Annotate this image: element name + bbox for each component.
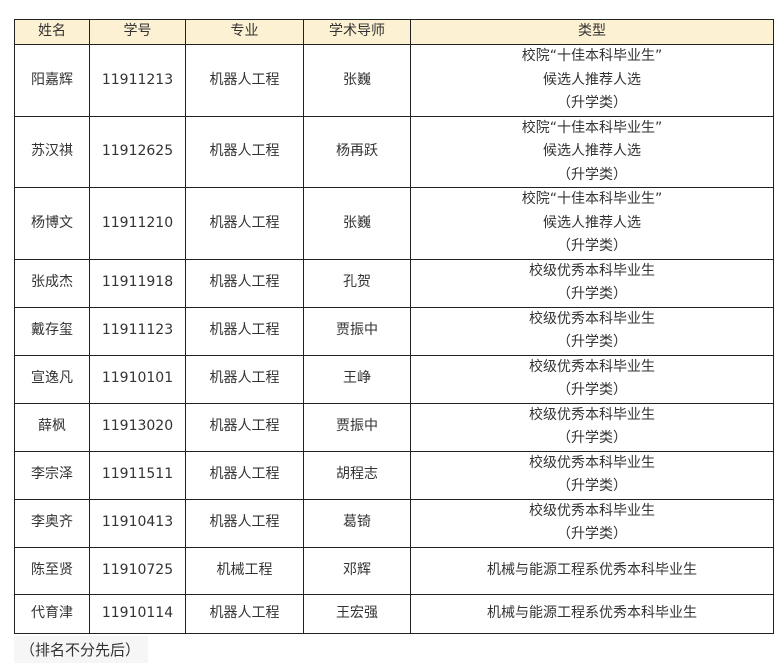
student-id-cell: 11910413	[89, 498, 186, 548]
type-line: 校院“十佳本科毕业生”	[521, 48, 663, 64]
type-line: 候选人推荐人选	[543, 71, 641, 88]
table-row: 李奥齐 11910413 机器人工程 葛锜 校级优秀本科毕业生 （升学类）	[14, 498, 774, 548]
type-cell: 校级优秀本科毕业生 （升学类）	[410, 354, 774, 404]
major-cell: 机器人工程	[185, 402, 304, 452]
major-cell: 机器人工程	[185, 258, 304, 308]
type-line: （升学类）	[557, 478, 627, 494]
student-id-cell: 11911918	[89, 258, 186, 308]
name-cell: 戴存玺	[14, 306, 90, 356]
table-row: 陈至贤 11910725 机械工程 邓辉 机械与能源工程系优秀本科毕业生	[14, 546, 774, 595]
advisor-cell: 张巍	[303, 187, 411, 260]
table-row: 薛枫 11913020 机器人工程 贾振中 校级优秀本科毕业生 （升学类）	[14, 402, 774, 452]
type-line: （升学类）	[557, 95, 627, 111]
type-cell: 校级优秀本科毕业生 （升学类）	[410, 498, 774, 548]
footnote: （排名不分先后）	[14, 636, 149, 663]
student-id-cell: 11910101	[89, 354, 186, 404]
type-cell: 校级优秀本科毕业生 （升学类）	[410, 402, 774, 452]
student-id-cell: 11911210	[89, 187, 186, 260]
major-cell: 机器人工程	[185, 187, 304, 260]
name-cell: 李奥齐	[14, 498, 90, 548]
type-line: （升学类）	[557, 286, 627, 302]
advisor-cell: 葛锜	[303, 498, 411, 548]
advisor-cell: 贾振中	[303, 306, 411, 356]
type-line: 候选人推荐人选	[543, 143, 641, 159]
name-cell: 宣逸凡	[14, 354, 90, 404]
type-cell: 校级优秀本科毕业生 （升学类）	[410, 306, 774, 356]
name-cell: 张成杰	[14, 258, 90, 308]
name-cell: 薛枫	[14, 402, 90, 452]
major-cell: 机器人工程	[185, 498, 304, 548]
advisor-cell: 张巍	[303, 44, 411, 117]
header-advisor: 学术导师	[303, 19, 411, 45]
type-line: 校级优秀本科毕业生	[529, 454, 655, 471]
type-cell: 校院“十佳本科毕业生” 候选人推荐人选 （升学类）	[410, 44, 774, 117]
header-name: 姓名	[14, 19, 90, 45]
major-cell: 机器人工程	[185, 450, 304, 500]
type-line: 机械与能源工程系优秀本科毕业生	[487, 604, 697, 621]
type-line: 校院“十佳本科毕业生”	[521, 191, 663, 207]
type-cell: 校级优秀本科毕业生 （升学类）	[410, 450, 774, 500]
advisor-cell: 王峥	[303, 354, 411, 404]
table-row: 宣逸凡 11910101 机器人工程 王峥 校级优秀本科毕业生 （升学类）	[14, 354, 774, 404]
table-row: 杨博文 11911210 机器人工程 张巍 校院“十佳本科毕业生” 候选人推荐人选 （升学类…	[14, 187, 774, 260]
type-line: （升学类）	[557, 382, 627, 398]
header-type: 类型	[410, 19, 774, 45]
type-line: 机械与能源工程系优秀本科毕业生	[487, 561, 697, 578]
student-id-cell: 11910725	[89, 546, 186, 595]
type-line: 校级优秀本科毕业生	[529, 310, 655, 327]
header-major: 专业	[185, 19, 304, 45]
student-id-cell: 11911123	[89, 306, 186, 356]
type-line: （升学类）	[557, 166, 627, 183]
type-line: （升学类）	[557, 238, 627, 254]
type-line: 校级优秀本科毕业生	[529, 406, 655, 423]
table-row: 代育津 11910114 机器人工程 王宏强 机械与能源工程系优秀本科毕业生	[14, 593, 774, 634]
advisor-cell: 贾振中	[303, 402, 411, 452]
name-cell: 阳嘉辉	[14, 44, 90, 117]
type-cell: 机械与能源工程系优秀本科毕业生	[410, 593, 774, 634]
type-cell: 校院“十佳本科毕业生” 候选人推荐人选 （升学类）	[410, 187, 774, 260]
type-line: 校级优秀本科毕业生	[529, 358, 655, 375]
header-student-id: 学号	[89, 19, 186, 45]
type-line: （升学类）	[557, 526, 627, 542]
type-cell: 机械与能源工程系优秀本科毕业生	[410, 546, 774, 595]
header-row: 姓名 学号 专业 学术导师 类型	[14, 19, 774, 45]
table-row: 阳嘉辉 11911213 机器人工程 张巍 校院“十佳本科毕业生” 候选人推荐人选 （升学类…	[14, 44, 774, 117]
type-cell: 校院“十佳本科毕业生” 候选人推荐人选 （升学类）	[410, 115, 774, 188]
student-id-cell: 11910114	[89, 593, 186, 634]
table-row: 李宗泽 11911511 机器人工程 胡程志 校级优秀本科毕业生 （升学类）	[14, 450, 774, 500]
name-cell: 杨博文	[14, 187, 90, 260]
advisor-cell: 杨再跃	[303, 115, 411, 188]
type-line: （升学类）	[557, 334, 627, 350]
name-cell: 陈至贤	[14, 546, 90, 595]
advisor-cell: 孔贺	[303, 258, 411, 308]
type-line: 候选人推荐人选	[543, 214, 641, 231]
major-cell: 机器人工程	[185, 115, 304, 188]
major-cell: 机械工程	[185, 546, 304, 595]
type-line: 校级优秀本科毕业生	[529, 502, 655, 519]
type-line: 校院“十佳本科毕业生”	[521, 119, 663, 136]
table-row: 戴存玺 11911123 机器人工程 贾振中 校级优秀本科毕业生 （升学类）	[14, 306, 774, 356]
student-id-cell: 11911511	[89, 450, 186, 500]
table-row: 苏汉祺 11912625 机器人工程 杨再跃 校院“十佳本科毕业生” 候选人推荐人选 （升学…	[14, 115, 774, 188]
advisor-cell: 胡程志	[303, 450, 411, 500]
student-id-cell: 11912625	[89, 115, 186, 188]
major-cell: 机器人工程	[185, 354, 304, 404]
awards-table: 姓名 学号 专业 学术导师 类型 阳嘉辉 11911213 机器人工程 张巍 校院“十佳本科毕业…	[14, 19, 774, 634]
type-line: （升学类）	[557, 430, 627, 446]
table-row: 张成杰 11911918 机器人工程 孔贺 校级优秀本科毕业生 （升学类）	[14, 258, 774, 308]
name-cell: 李宗泽	[14, 450, 90, 500]
major-cell: 机器人工程	[185, 593, 304, 634]
student-id-cell: 11911213	[89, 44, 186, 117]
student-id-cell: 11913020	[89, 402, 186, 452]
type-cell: 校级优秀本科毕业生 （升学类）	[410, 258, 774, 308]
type-line: 校级优秀本科毕业生	[529, 262, 655, 279]
name-cell: 苏汉祺	[14, 115, 90, 188]
major-cell: 机器人工程	[185, 306, 304, 356]
advisor-cell: 王宏强	[303, 593, 411, 634]
advisor-cell: 邓辉	[303, 546, 411, 595]
major-cell: 机器人工程	[185, 44, 304, 117]
name-cell: 代育津	[14, 593, 90, 634]
